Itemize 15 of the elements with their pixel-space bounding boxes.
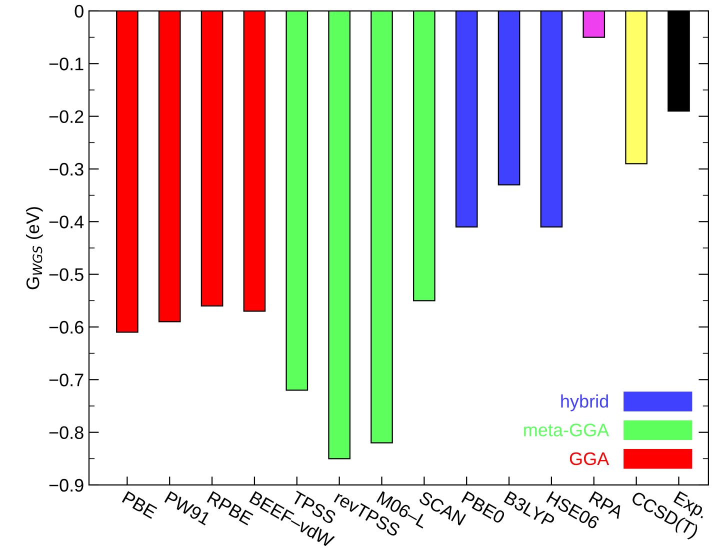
legend-label: GGA [570, 452, 610, 466]
y-tick-label: −0.3 [49, 162, 84, 176]
y-tick-label: −0.6 [49, 320, 84, 334]
y-tick-label: 0 [74, 4, 84, 18]
y-tick-label: −0.5 [49, 268, 84, 282]
x-tick-label: PBE [122, 491, 158, 519]
y-tick-label: −0.8 [49, 426, 84, 440]
y-tick-label: −0.9 [49, 478, 84, 492]
y-tick-label: −0.7 [49, 374, 84, 386]
legend-label: meta-GGA [524, 424, 610, 436]
y-tick-label: −0.1 [49, 58, 84, 70]
y-tick-label: −0.2 [49, 110, 84, 124]
legend-label: hybrid [561, 394, 608, 412]
y-axis-title: G$_{WGS}$ (eV) [26, 207, 43, 290]
y-tick-label: −0.4 [49, 216, 84, 228]
